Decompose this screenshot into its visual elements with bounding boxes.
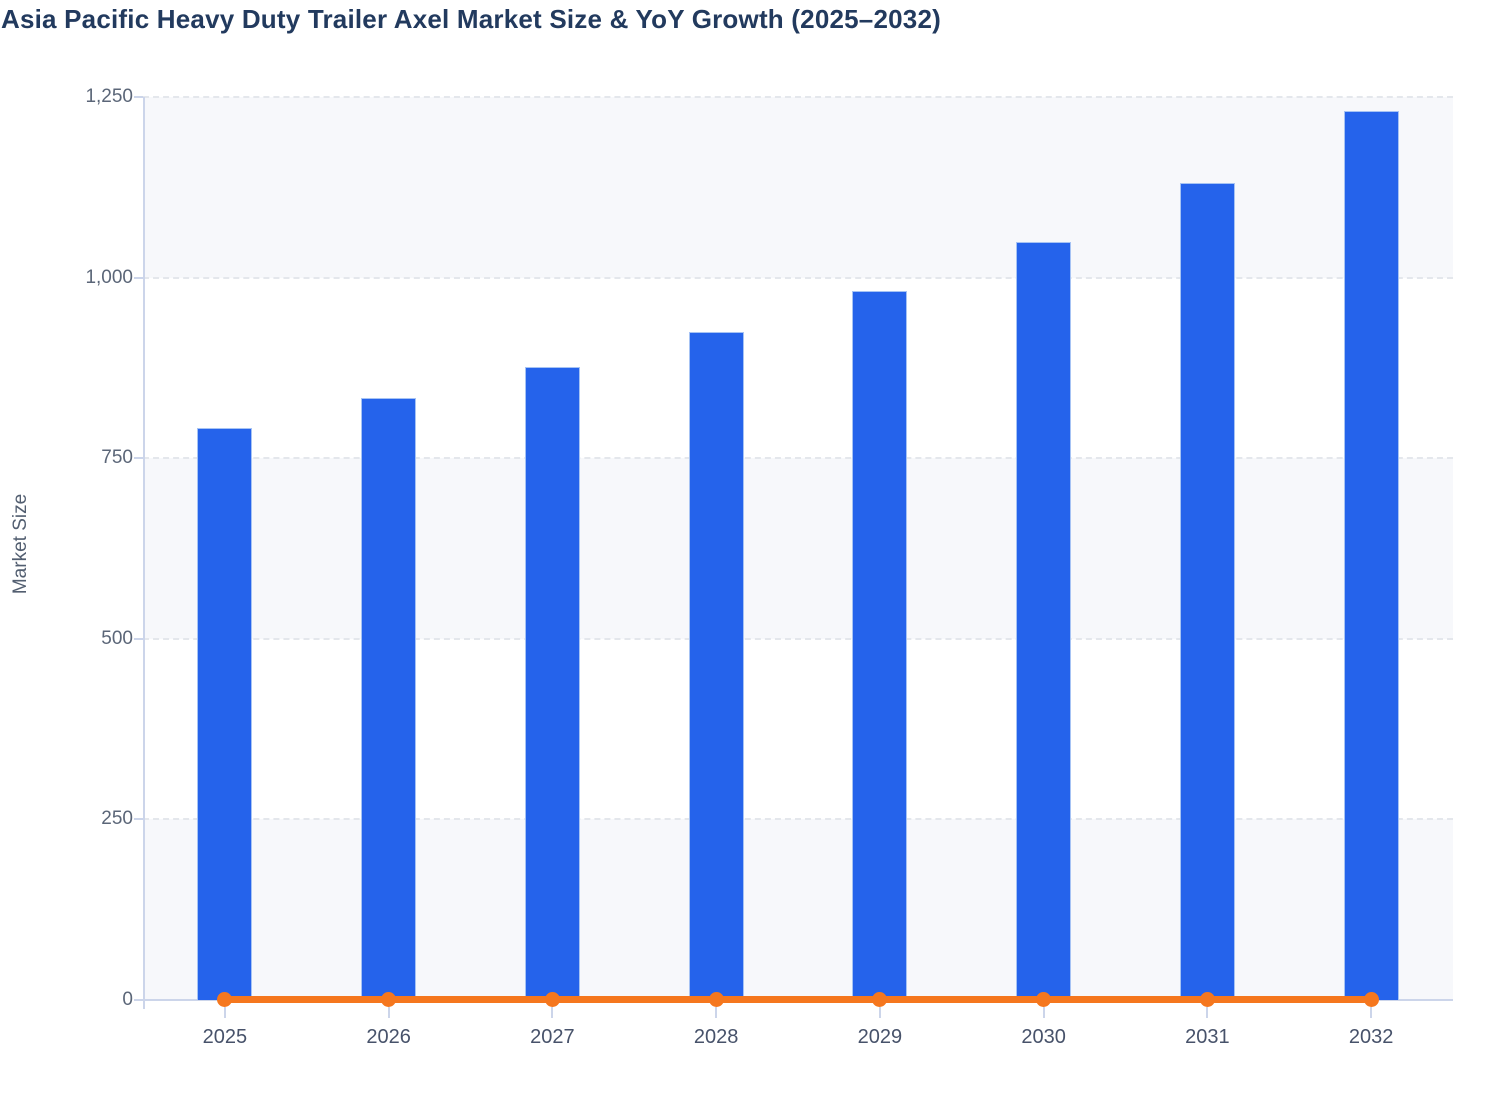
yoy-growth-marker-2032 (1363, 992, 1379, 1007)
y-tick-label: 750 (101, 447, 133, 469)
yoy-growth-line (224, 996, 1372, 1003)
x-tick-label-2032: 2032 (1348, 1026, 1394, 1048)
yoy-growth-marker-2026 (381, 992, 397, 1007)
bar-2028 (688, 332, 744, 1000)
y-tick-label: 250 (101, 808, 133, 830)
x-tick-label-2031: 2031 (1185, 1026, 1230, 1048)
y-tick-mark (134, 818, 143, 821)
y-tick-mark (134, 637, 143, 640)
y-tick-label: 1,250 (85, 86, 133, 107)
bar-2030 (1016, 242, 1072, 1000)
x-tick-mark (1042, 1007, 1045, 1018)
gridline (143, 818, 1453, 821)
plot-band (143, 638, 1453, 820)
plot-band (143, 819, 1453, 1000)
x-tick-mark (878, 1007, 881, 1018)
bar-2025 (197, 428, 253, 1000)
yoy-growth-marker-2029 (872, 992, 888, 1007)
y-tick-mark (134, 999, 143, 1001)
x-tick-label-2030: 2030 (1021, 1026, 1066, 1048)
x-tick-label-2029: 2029 (857, 1026, 903, 1048)
gridline (143, 96, 1453, 98)
gridline (143, 637, 1453, 640)
x-tick-label-2025: 2025 (202, 1026, 248, 1048)
yoy-growth-marker-2031 (1199, 992, 1215, 1007)
yoy-growth-marker-2027 (544, 992, 560, 1007)
y-tick-label: 1,000 (85, 266, 133, 288)
plot-band (143, 97, 1453, 278)
y-axis-title: Market Size (10, 493, 31, 595)
plot-band (143, 277, 1453, 459)
y-tick-label: 0 (122, 989, 133, 1010)
x-tick-mark (715, 1007, 718, 1018)
x-tick-label-2027: 2027 (530, 1026, 575, 1048)
y-tick-mark (134, 276, 143, 279)
y-axis-line (143, 97, 145, 1009)
yoy-growth-marker-2028 (708, 992, 724, 1007)
x-tick-mark (387, 1007, 390, 1018)
gridline (143, 276, 1453, 279)
bar-2029 (852, 291, 908, 1000)
x-tick-mark (1206, 1007, 1209, 1018)
x-tick-mark (1370, 1007, 1373, 1018)
plot-band (143, 458, 1453, 639)
y-tick-mark (134, 96, 143, 98)
bar-2032 (1343, 111, 1399, 1000)
y-tick-label: 500 (101, 627, 133, 649)
x-tick-label-2028: 2028 (693, 1026, 739, 1048)
gridline (143, 457, 1453, 460)
x-tick-label-2026: 2026 (366, 1026, 411, 1048)
y-tick-mark (134, 457, 143, 460)
bar-2031 (1179, 183, 1235, 1000)
bar-2026 (361, 398, 417, 1000)
yoy-growth-marker-2030 (1036, 992, 1052, 1007)
chart-title: Asia Pacific Heavy Duty Trailer Axel Mar… (1, 4, 941, 34)
yoy-growth-marker-2025 (217, 992, 233, 1007)
plot-area (143, 96, 1453, 1007)
x-tick-mark (223, 1007, 226, 1018)
x-tick-mark (551, 1007, 554, 1018)
bar-2027 (524, 367, 580, 1000)
